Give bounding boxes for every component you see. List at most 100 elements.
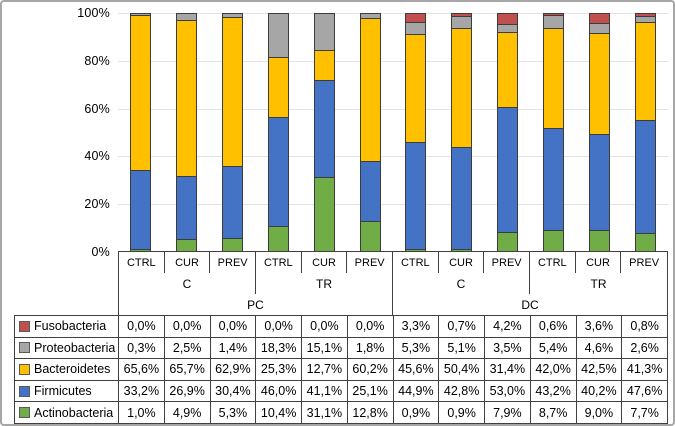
y-axis-tick-label: 60%	[84, 101, 110, 116]
table-value-cell: 41,3%	[622, 359, 668, 381]
bar-segment-proteobacteria	[268, 14, 288, 58]
bar-segment-proteobacteria	[177, 14, 197, 20]
plot-area	[118, 13, 668, 252]
legend-swatch-icon	[19, 407, 30, 419]
table-value-cell: 0,0%	[302, 316, 348, 338]
legend-swatch-icon	[19, 363, 30, 375]
axis-label-level2: C	[393, 273, 530, 294]
axis-label-level1: CTRL	[256, 252, 302, 273]
bar-column	[622, 13, 668, 252]
axis-label-level1: PREV	[347, 252, 393, 273]
bar-segment-proteobacteria	[452, 15, 472, 28]
gridline	[118, 204, 668, 206]
table-value-cell: 1,4%	[210, 337, 257, 360]
stacked-bar	[542, 13, 564, 252]
bar-segment-bacteroidetes	[543, 28, 563, 128]
stacked-bar	[359, 13, 381, 252]
axis-label-level1: CUR	[165, 252, 211, 273]
table-value-cell: 0,9%	[393, 402, 440, 424]
bar-segment-firmicutes	[452, 147, 472, 249]
table-row-header: Fusobacteria	[15, 316, 119, 338]
category-axis-table: CTRL CUR PREV CTRL CUR PREV CTRL CUR PREV CTRL CUR…	[118, 251, 668, 316]
bar-segment-firmicutes	[268, 117, 288, 227]
series-name-label: Proteobacteria	[34, 340, 116, 355]
series-name-label: Fusobacteria	[34, 319, 107, 334]
axis-label-level1: PREV	[484, 252, 530, 273]
table-value-cell: 25,3%	[256, 359, 302, 381]
stacked-bar	[313, 13, 335, 252]
bar-segment-actinobacteria	[314, 177, 334, 251]
axis-label-level2: TR	[256, 273, 393, 294]
bar-segment-fusobacteria	[406, 14, 426, 22]
table-value-cell: 7,7%	[622, 402, 668, 424]
table-value-cell: 0,0%	[347, 316, 394, 338]
bar-column	[164, 13, 210, 252]
y-axis-tick-label: 0%	[91, 244, 110, 259]
bar-column	[393, 13, 439, 252]
legend-swatch-icon	[19, 385, 30, 397]
gridline	[118, 108, 668, 110]
axis-label-level2: TR	[590, 276, 607, 291]
legend-swatch-icon	[19, 320, 30, 332]
bar-segment-bacteroidetes	[131, 14, 151, 171]
bar-segment-firmicutes	[406, 142, 426, 249]
table-value-cell: 47,6%	[622, 380, 668, 403]
y-axis-tick-label: 40%	[84, 149, 110, 164]
bar-segment-bacteroidetes	[360, 18, 380, 162]
bar-segment-bacteroidetes	[223, 17, 243, 167]
data-table: Fusobacteria 0,0% 0,0% 0,0% 0,0% 0,0% 0,0% 3,3%…	[14, 315, 668, 424]
table-value-cell: 7,9%	[485, 402, 531, 424]
table-value-cell: 1,0%	[119, 402, 165, 424]
axis-label-level1: PREV	[210, 252, 256, 273]
gridline	[118, 156, 668, 158]
table-value-cell: 25,1%	[347, 380, 394, 403]
bar-segment-firmicutes	[314, 79, 334, 178]
bar-segment-proteobacteria	[360, 14, 380, 19]
bar-segment-actinobacteria	[635, 232, 655, 251]
table-value-cell: 33,2%	[119, 380, 165, 403]
stacked-bar	[176, 13, 198, 252]
table-value-cell: 43,2%	[530, 380, 577, 403]
bar-column	[118, 13, 164, 252]
stacked-bar	[405, 13, 427, 252]
bar-segment-actinobacteria	[589, 229, 609, 251]
bar-segment-proteobacteria	[498, 23, 518, 33]
table-value-cell: 8,7%	[530, 402, 577, 424]
bar-segment-firmicutes	[589, 134, 609, 230]
table-row-header: Proteobacteria	[15, 337, 119, 360]
table-value-cell: 26,9%	[164, 380, 211, 403]
bar-segment-actinobacteria	[131, 248, 151, 251]
bar-segment-actinobacteria	[543, 230, 563, 251]
table-value-cell: 50,4%	[439, 359, 485, 381]
table-value-cell: 0,8%	[622, 316, 668, 338]
gridline	[118, 13, 668, 14]
y-axis-tick-label: 20%	[84, 196, 110, 211]
bar-segment-firmicutes	[131, 170, 151, 249]
bar-segment-fusobacteria	[452, 14, 472, 16]
bar-segment-bacteroidetes	[268, 57, 288, 118]
table-value-cell: 2,6%	[622, 337, 668, 360]
table-value-cell: 0,3%	[119, 337, 165, 360]
table-value-cell: 53,0%	[485, 380, 531, 403]
table-value-cell: 10,4%	[256, 402, 302, 424]
bar-segment-firmicutes	[543, 127, 563, 231]
bar-segment-bacteroidetes	[589, 33, 609, 135]
bar-segment-actinobacteria	[177, 239, 197, 251]
table-value-cell: 31,1%	[302, 402, 348, 424]
table-value-cell: 0,6%	[530, 316, 577, 338]
axis-label-level1: CTRL	[530, 252, 576, 273]
table-row-header: Actinobacteria	[15, 402, 119, 424]
table-value-cell: 42,8%	[439, 380, 485, 403]
axis-label-level1: CUR	[439, 252, 485, 273]
stacked-bar	[222, 13, 244, 252]
bar-segment-firmicutes	[360, 161, 380, 221]
series-name-label: Bacteroidetes	[34, 362, 111, 377]
bar-segment-bacteroidetes	[177, 19, 197, 176]
table-row-header: Firmicutes	[15, 380, 119, 403]
axis-label-level3: DC	[521, 298, 539, 312]
axis-label-level1: CTRL	[119, 252, 165, 273]
bar-segment-fusobacteria	[635, 14, 655, 16]
table-value-cell: 60,2%	[347, 359, 394, 381]
table-value-cell: 4,9%	[164, 402, 211, 424]
bar-segment-proteobacteria	[314, 14, 334, 50]
